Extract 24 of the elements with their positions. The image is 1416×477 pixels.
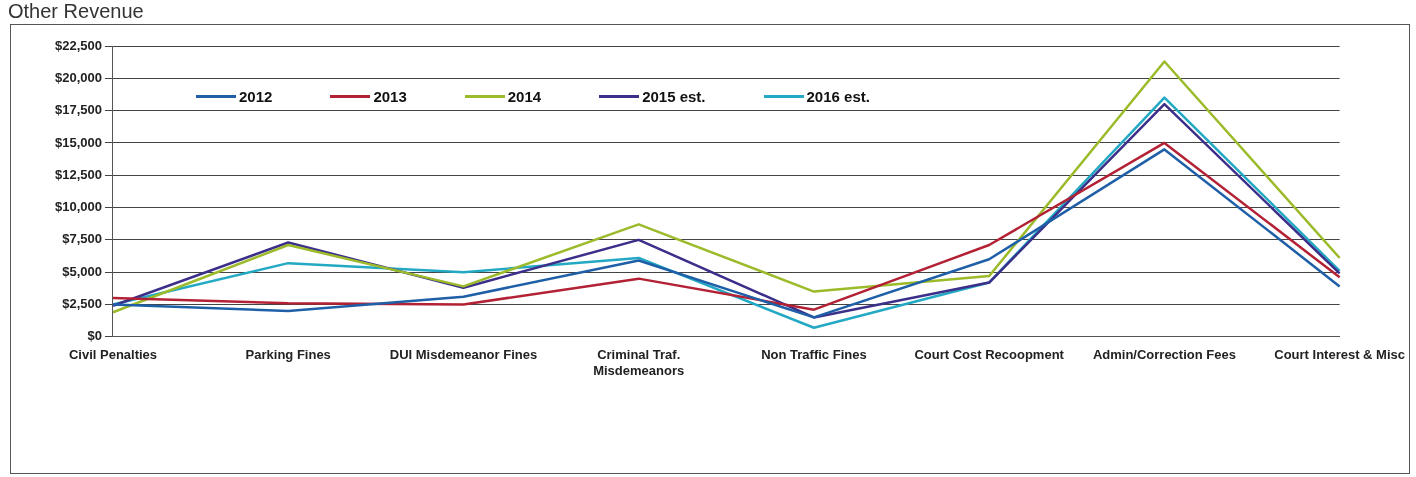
y-tick-label: $7,500 <box>62 231 102 247</box>
y-tick-label: $15,000 <box>54 134 102 150</box>
legend-label: 2013 <box>373 88 407 105</box>
y-tick-label: $22,500 <box>54 37 102 53</box>
y-tick-label: $12,500 <box>54 166 102 182</box>
x-tick-label: Civil Penalties <box>68 347 158 363</box>
legend-label: 2016 est. <box>806 88 870 105</box>
legend-label: 2015 est. <box>642 88 706 105</box>
legend-label: 2014 <box>507 88 542 105</box>
x-tick-label: Court Interest & Misc <box>1274 347 1405 363</box>
y-tick-label: $10,000 <box>54 199 102 215</box>
legend-label: 2012 <box>239 88 273 105</box>
x-tick-label: Parking Fines <box>245 347 331 363</box>
x-tick-label: Non Traffic Fines <box>761 347 867 363</box>
x-tick-label: Court Cost Recoopment <box>914 347 1065 363</box>
x-tick-label: Admin/Correction Fees <box>1092 347 1236 363</box>
y-tick-label: $2,500 <box>62 296 102 312</box>
y-tick-label: $17,500 <box>54 102 102 118</box>
y-tick-label: $5,000 <box>62 263 102 279</box>
x-tick-label: DUI Misdemeanor Fines <box>389 347 538 363</box>
y-tick-label: $20,000 <box>54 69 102 85</box>
chart-title: Other Revenue <box>8 0 144 23</box>
x-tick-label: Criminal Traf. Misdemeanors <box>593 347 685 378</box>
y-tick-label: $0 <box>87 328 102 344</box>
